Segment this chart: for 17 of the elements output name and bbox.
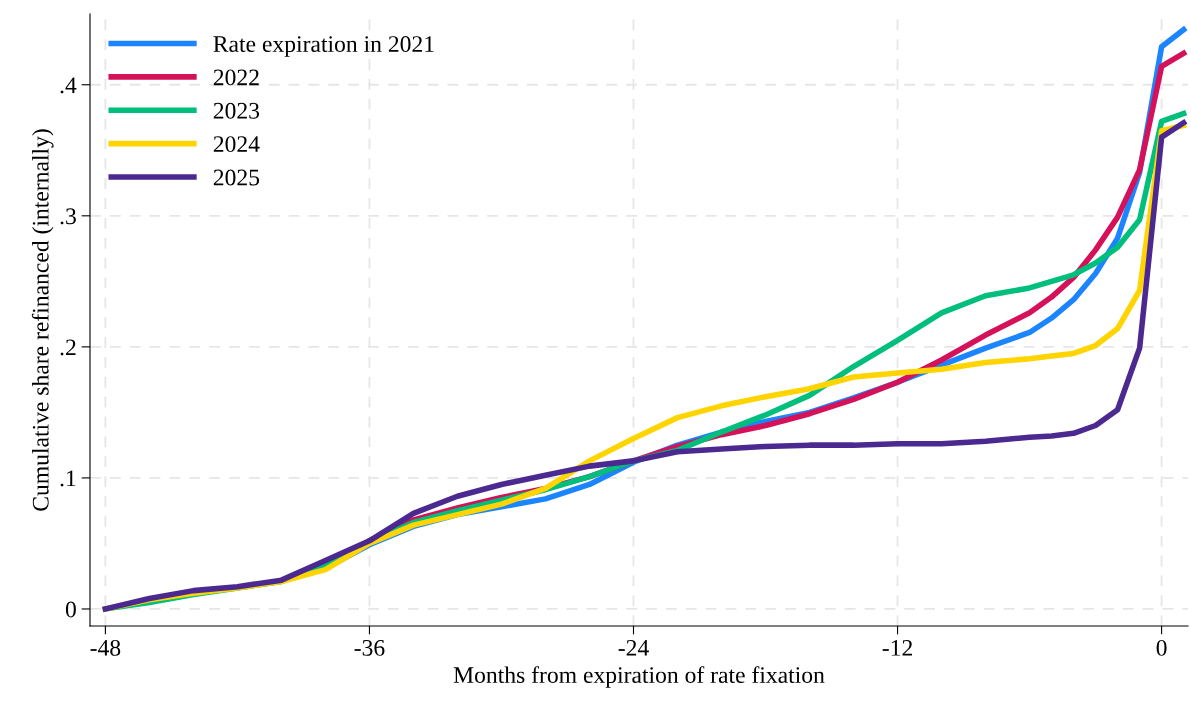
legend-label: 2025 (213, 169, 260, 186)
x-tick-label: -12 (882, 639, 912, 656)
y-tick-label: .3 (60, 208, 76, 225)
legend-label: 2023 (213, 102, 260, 119)
y-tick-label: 0 (65, 601, 76, 618)
x-tick-label: -48 (90, 639, 121, 656)
x-tick-label: -36 (354, 639, 385, 656)
legend-label: 2022 (213, 69, 259, 86)
x-tick-label: 0 (1156, 639, 1167, 656)
y-tick-label: .4 (60, 77, 77, 94)
legend-label: Rate expiration in 2021 (213, 36, 434, 57)
y-tick-label: .2 (60, 339, 76, 356)
y-tick-label: .1 (60, 470, 76, 487)
legend-label: 2024 (213, 136, 260, 153)
x-tick-label: -24 (618, 639, 649, 656)
x-axis-title: Months from expiration of rate fixation (453, 666, 825, 688)
y-axis-title: Cumulative share refinanced (internally) (31, 129, 54, 511)
